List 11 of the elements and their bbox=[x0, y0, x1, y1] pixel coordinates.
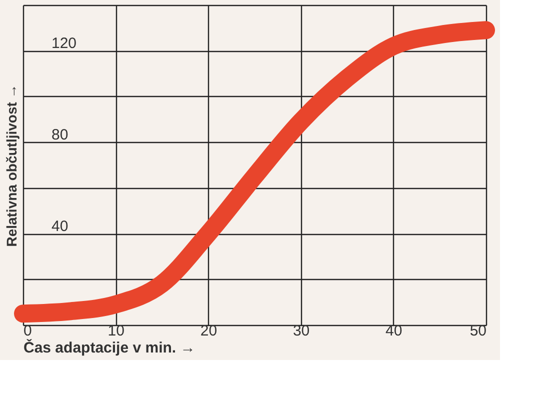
x-tick-label: 20 bbox=[200, 322, 218, 340]
y-axis-title: Relativna občutljivost → bbox=[4, 84, 20, 247]
x-tick-label: 10 bbox=[108, 322, 124, 340]
x-tick-label: 0 bbox=[24, 322, 32, 340]
y-tick-label: 80 bbox=[52, 126, 68, 144]
x-tick-label: 50 bbox=[470, 322, 486, 340]
y-tick-label: 120 bbox=[52, 35, 77, 52]
x-tick-label: 30 bbox=[292, 322, 310, 340]
x-axis-title: Čas adaptacije v min. → bbox=[24, 338, 196, 356]
x-tick-label: 40 bbox=[386, 322, 402, 340]
y-tick-label: 40 bbox=[52, 218, 68, 236]
